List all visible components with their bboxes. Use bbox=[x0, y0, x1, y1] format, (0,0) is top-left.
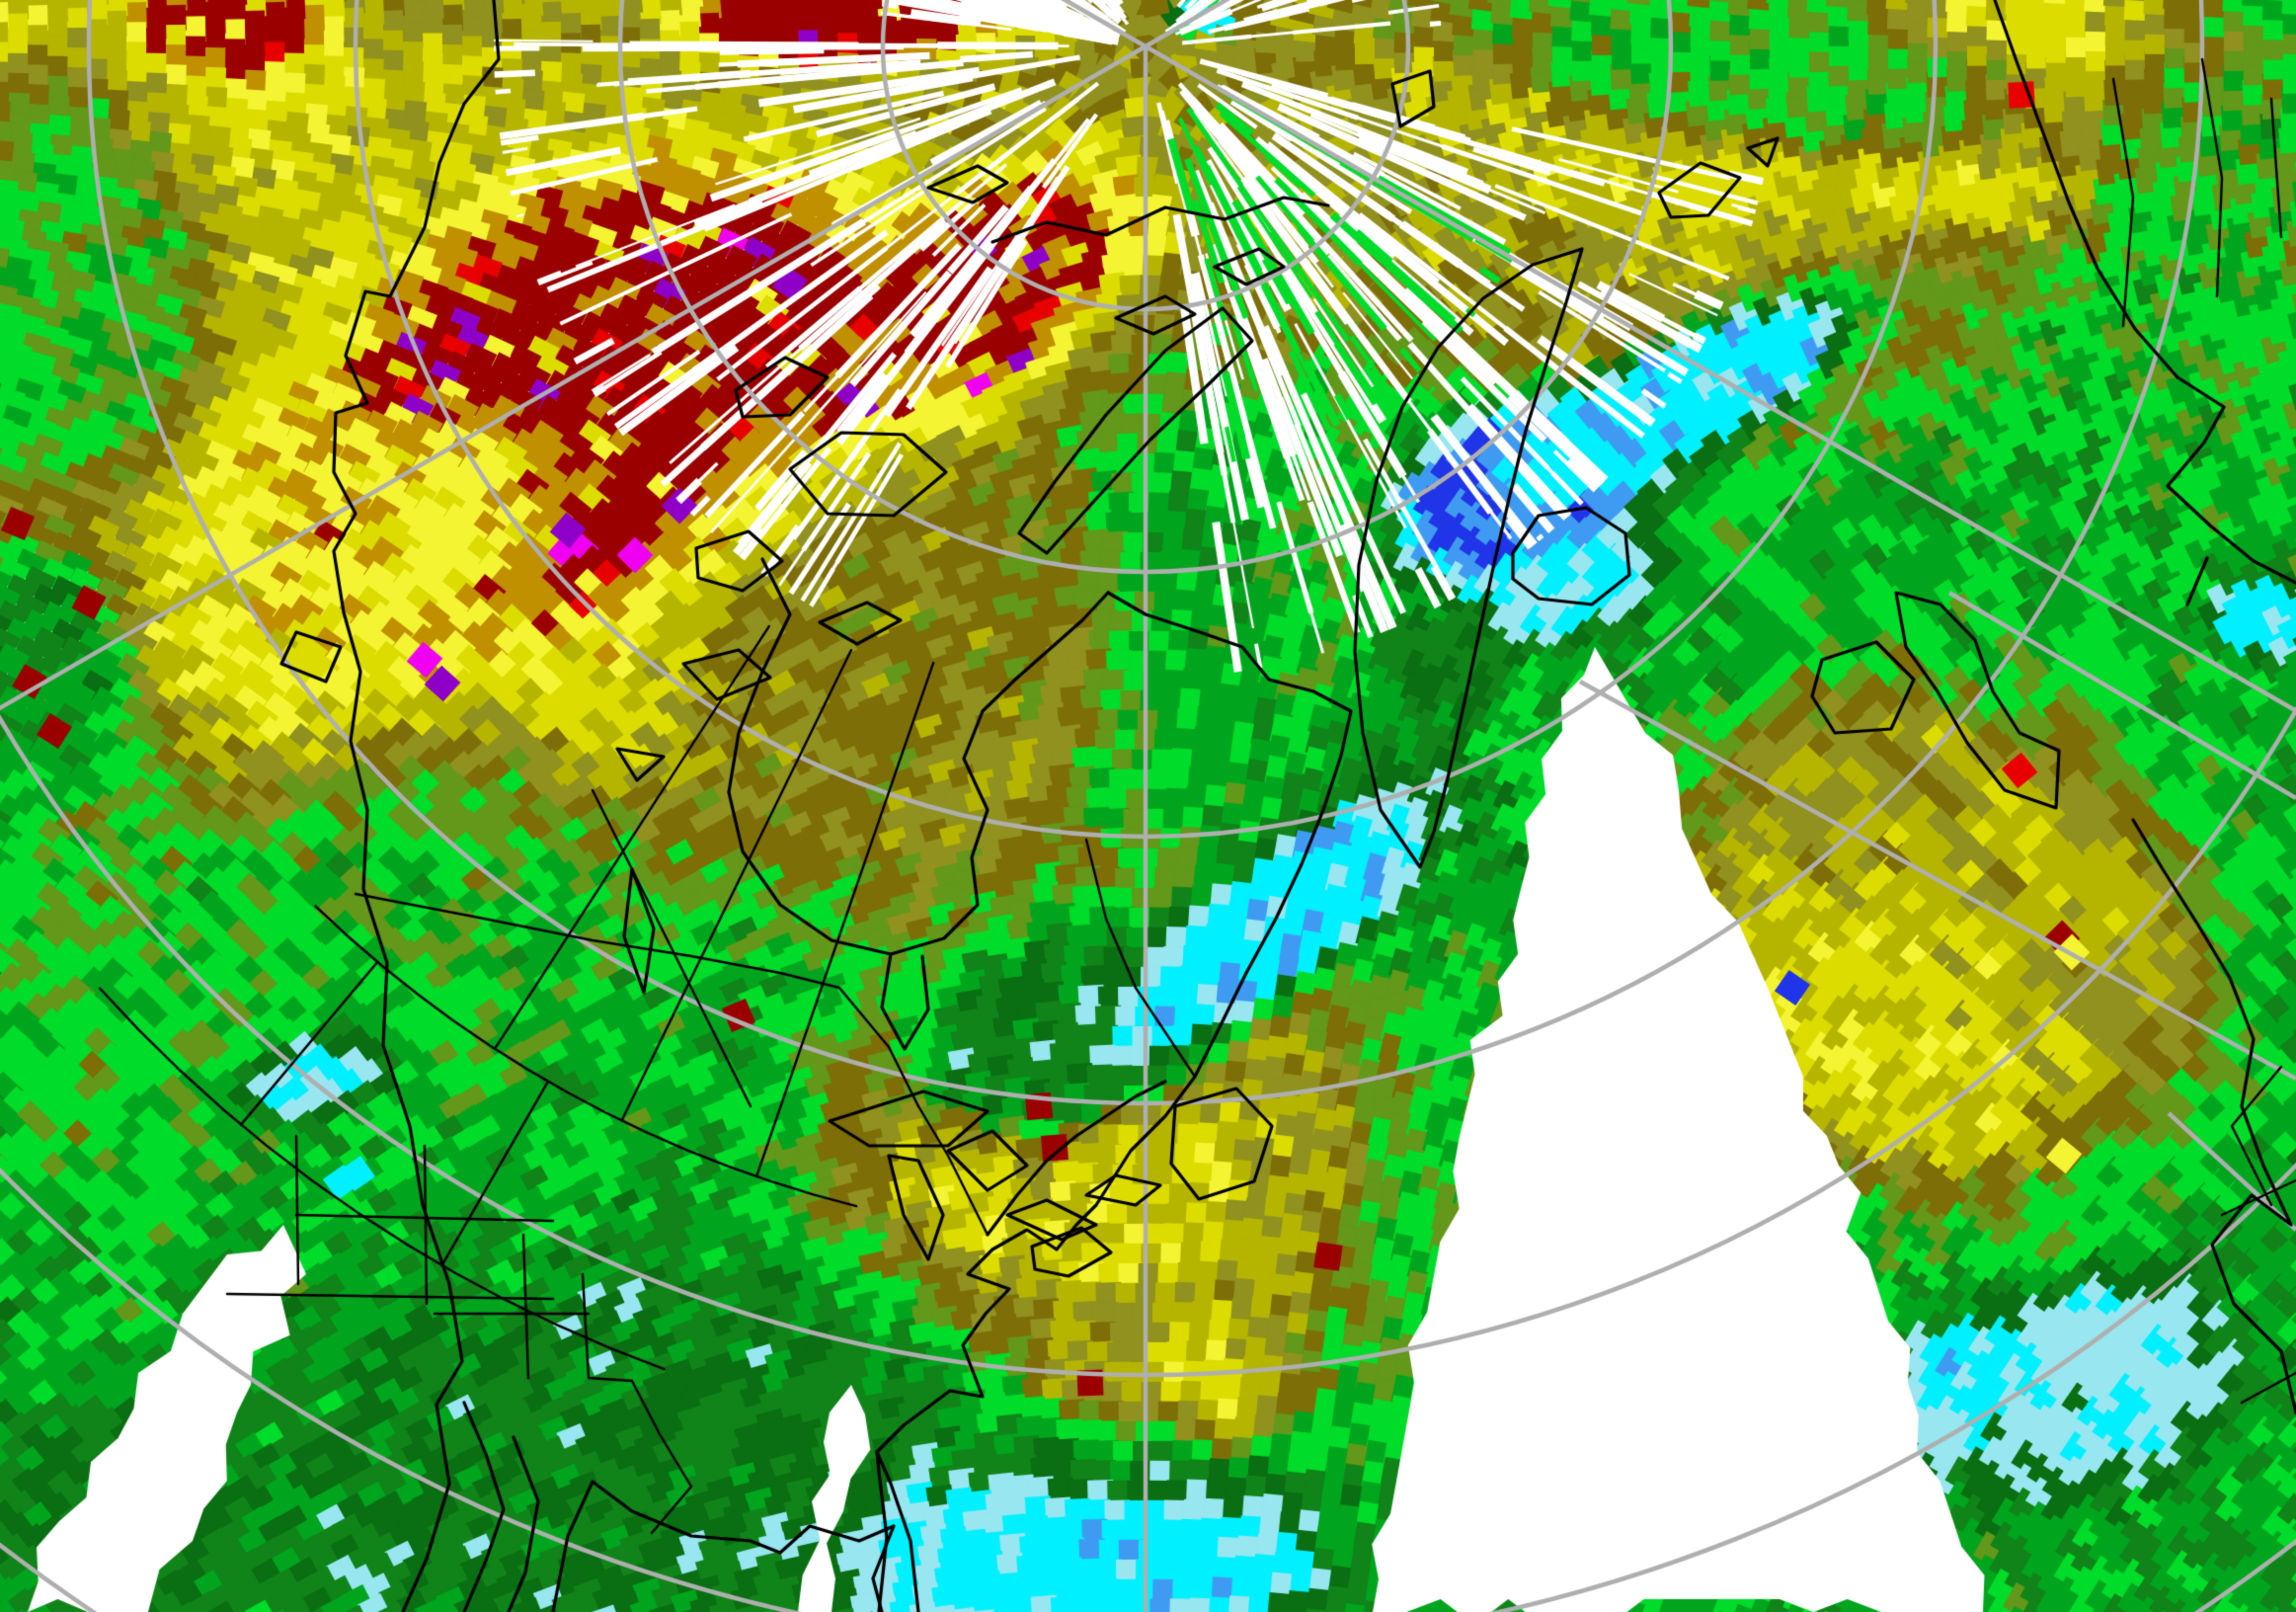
map-caption: NASA SPoRT - Gridded NUCAPS (noaa20) - O… bbox=[83, 1515, 1169, 1612]
caption-title: NASA SPoRT - Gridded NUCAPS (noaa20) - O… bbox=[83, 1610, 1169, 1612]
